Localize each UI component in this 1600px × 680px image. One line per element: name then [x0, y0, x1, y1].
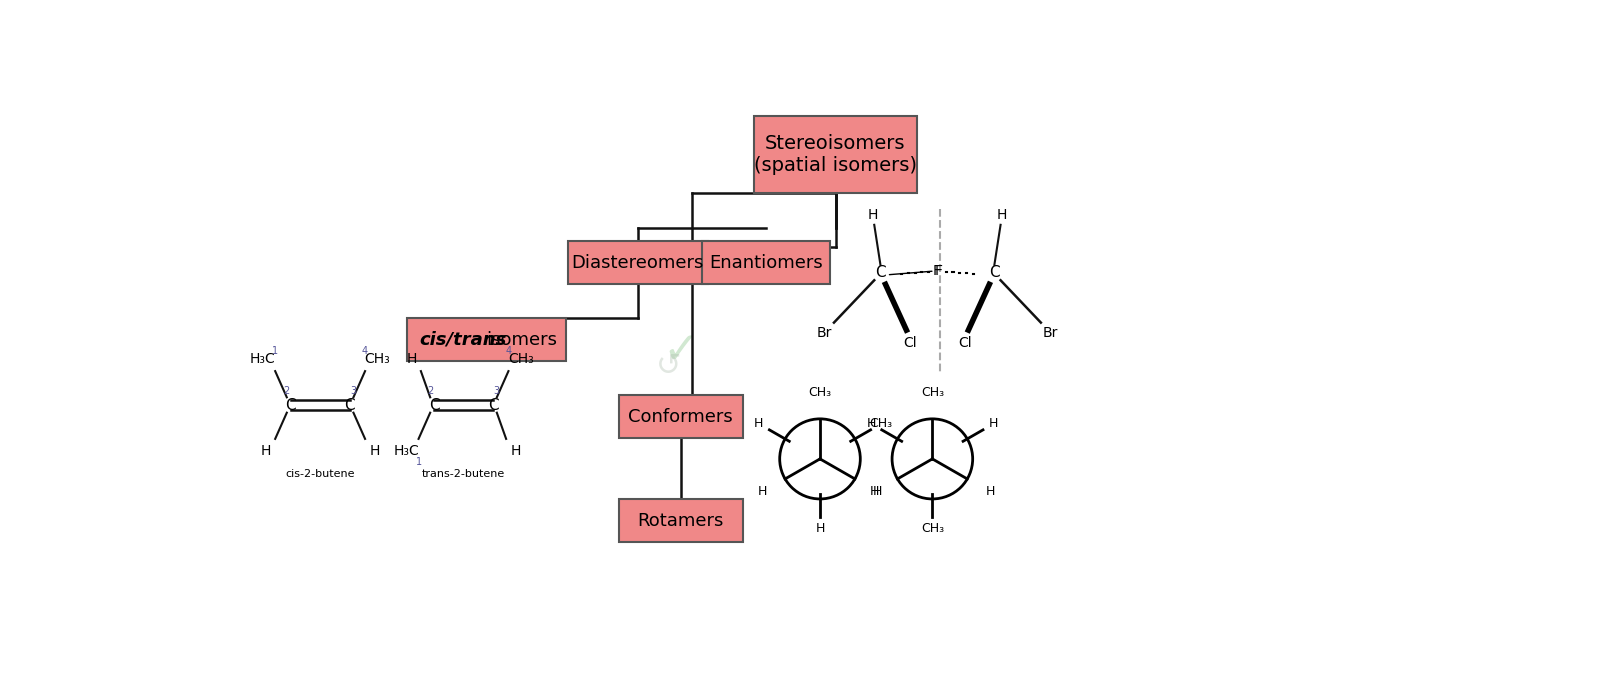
Text: 4: 4: [506, 346, 512, 356]
Text: F: F: [933, 264, 941, 278]
Text: Br: Br: [818, 326, 832, 339]
Text: H: H: [816, 522, 824, 535]
Text: H: H: [986, 486, 995, 498]
Text: 1: 1: [416, 457, 422, 467]
Text: H: H: [261, 444, 270, 458]
Text: H: H: [758, 486, 766, 498]
Text: H₃C: H₃C: [250, 352, 275, 366]
Text: H: H: [989, 418, 998, 430]
FancyBboxPatch shape: [702, 241, 830, 284]
Text: Diastereomers: Diastereomers: [571, 254, 704, 271]
Text: 2: 2: [283, 386, 290, 396]
Text: CH₃: CH₃: [507, 352, 534, 366]
Text: H: H: [997, 208, 1008, 222]
Text: trans-2-butene: trans-2-butene: [422, 469, 506, 479]
Text: ↺: ↺: [656, 352, 682, 381]
Text: Br: Br: [1043, 326, 1058, 339]
Text: Cl: Cl: [902, 337, 917, 350]
Text: H: H: [874, 486, 882, 498]
FancyBboxPatch shape: [619, 499, 742, 542]
Text: cis/trans: cis/trans: [419, 330, 507, 349]
Text: cis-2-butene: cis-2-butene: [285, 469, 355, 479]
Text: isomers: isomers: [486, 330, 557, 349]
Text: CH₃: CH₃: [922, 386, 944, 399]
Text: Enantiomers: Enantiomers: [709, 254, 822, 271]
Text: CH₃: CH₃: [922, 522, 944, 535]
Text: H: H: [867, 418, 875, 430]
Text: H₃C: H₃C: [394, 444, 419, 458]
Text: 1: 1: [272, 346, 278, 356]
Text: F: F: [934, 264, 942, 278]
Text: Rotamers: Rotamers: [637, 511, 723, 530]
Text: CH₃: CH₃: [365, 352, 390, 366]
Text: C: C: [344, 398, 355, 413]
Text: C: C: [285, 398, 296, 413]
Text: H: H: [870, 486, 880, 498]
FancyBboxPatch shape: [568, 241, 707, 284]
FancyBboxPatch shape: [619, 395, 742, 438]
Text: C: C: [429, 398, 440, 413]
Text: Stereoisomers
(spatial isomers): Stereoisomers (spatial isomers): [754, 134, 917, 175]
Text: CH₃: CH₃: [808, 386, 832, 399]
Text: H: H: [510, 444, 520, 458]
Text: C: C: [989, 265, 1000, 280]
Text: H: H: [370, 444, 379, 458]
Text: CH₃: CH₃: [869, 418, 893, 430]
Text: Cl: Cl: [958, 337, 971, 350]
Text: H: H: [406, 352, 416, 366]
Text: Conformers: Conformers: [629, 407, 733, 426]
Text: C: C: [875, 265, 886, 280]
Text: 4: 4: [362, 346, 368, 356]
FancyBboxPatch shape: [754, 116, 917, 193]
Text: H: H: [754, 418, 763, 430]
FancyBboxPatch shape: [408, 318, 566, 360]
Text: C: C: [488, 398, 498, 413]
Text: ✓: ✓: [662, 330, 699, 373]
Text: 2: 2: [427, 386, 434, 396]
Text: 3: 3: [350, 386, 357, 396]
Text: H: H: [867, 208, 878, 222]
Text: 3: 3: [494, 386, 499, 396]
